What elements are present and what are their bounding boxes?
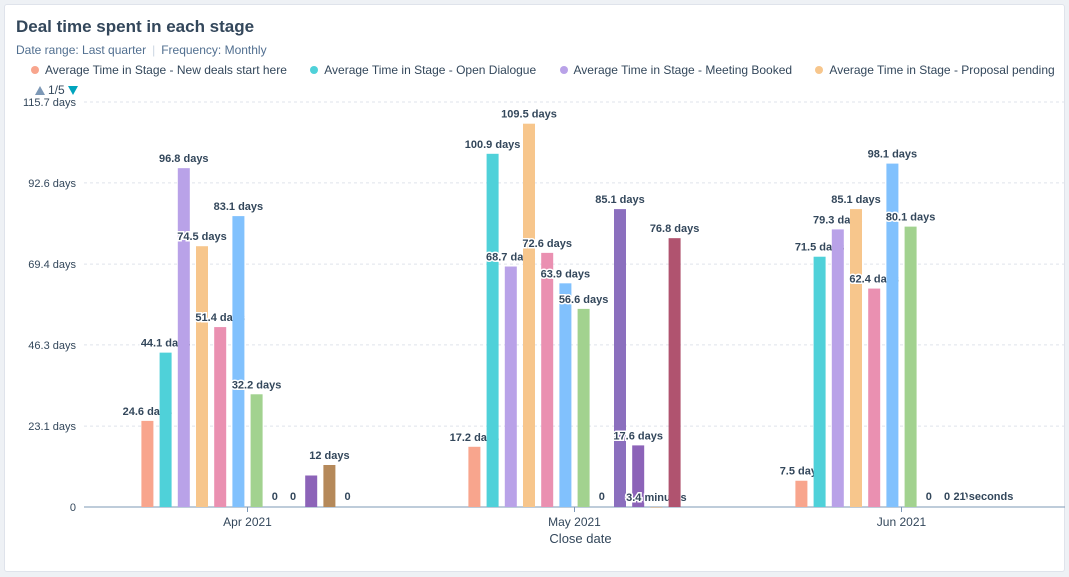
bar [159,352,172,507]
legend-swatch [310,66,319,74]
bar [177,168,190,507]
bar [577,308,590,507]
data-label: 7.5 days [780,466,823,478]
triangle-down-icon[interactable] [67,86,78,95]
bar [850,209,862,507]
legend-page-indicator: 1/5 [48,83,65,97]
bar [468,446,481,507]
bar [904,226,917,507]
bar [523,123,535,507]
data-label: 74.5 days [177,231,227,243]
bar [650,506,663,508]
y-tick-label: 23.1 days [28,421,76,433]
data-label: 17.6 days [613,430,663,442]
legend-swatch [815,66,824,74]
legend-pager: 1/5 [35,83,78,97]
bar [831,229,844,508]
data-label: 21 seconds [953,491,1013,503]
y-tick-label: 46.3 days [28,340,76,352]
data-label: 100.9 days [465,139,521,151]
bar [813,256,826,507]
triangle-up-icon[interactable] [35,86,45,95]
data-label: 0 [599,491,605,503]
legend-label: Average Time in Stage - Meeting Booked [573,63,793,77]
legend-label: Average Time in Stage - New deals start … [45,63,287,77]
x-tick-label: May 2021 [548,515,601,529]
legend-label: Average Time in Stage - Open Dialogue [324,63,537,77]
chart-legend: Average Time in Stage - New deals start … [31,63,1069,77]
data-label: 72.6 days [522,238,572,250]
legend-swatch [31,66,39,74]
bar [614,209,626,507]
report-meta: Date range: Last quarter | Frequency: Mont… [16,43,267,57]
data-label: 0 [345,491,351,503]
x-axis-title: Close date [549,531,611,546]
chart-title: Deal time spent in each stage [16,17,255,36]
bar [323,464,336,507]
y-tick-label: 115.7 days [23,97,77,109]
y-tick-label: 0 [70,502,76,514]
bar [486,153,499,507]
y-tick-label: 92.6 days [28,178,76,190]
data-label: 85.1 days [595,194,645,206]
data-label: 0 [944,491,950,503]
data-label: 0 [290,491,296,503]
bar [196,246,208,507]
bar [632,445,645,507]
data-label: 98.1 days [868,149,918,161]
legend-label: Average Time in Stage - Proposal pending [829,63,1055,77]
bar [886,163,899,507]
bar [141,420,154,507]
data-label: 0 [272,491,278,503]
bar [250,394,263,507]
legend-item-proposal-pending[interactable]: Average Time in Stage - Proposal pending [815,63,1055,77]
data-label: 96.8 days [159,153,209,165]
frequency-label: Frequency: Monthly [161,43,267,57]
bar [868,288,881,507]
bar [504,266,517,507]
data-label: 0 [926,491,932,503]
data-label: 12 days [309,450,349,462]
bar [559,283,572,507]
bar [668,238,681,507]
bar [214,327,227,507]
bar [232,216,245,508]
bar [541,252,554,507]
legend-item-new-deals[interactable]: Average Time in Stage - New deals start … [31,63,287,77]
date-range-label: Date range: Last quarter [16,43,147,57]
data-label: 76.8 days [650,223,700,235]
legend-item-open-dialogue[interactable]: Average Time in Stage - Open Dialogue [310,63,536,77]
x-tick-label: Apr 2021 [223,515,272,529]
legend-item-meeting-booked[interactable]: Average Time in Stage - Meeting Booked [559,63,793,77]
data-label: 85.1 days [831,194,881,206]
y-tick-label: 69.4 days [28,259,76,271]
data-label: 0 [962,491,968,503]
data-label: 63.9 days [541,268,591,280]
legend-swatch [559,66,568,74]
bar [795,480,808,507]
data-label: 32.2 days [232,379,282,391]
meta-divider: | [152,43,156,57]
data-label: 83.1 days [214,201,264,213]
data-label: 80.1 days [886,212,936,224]
bar [305,475,318,507]
data-label: 56.6 days [559,294,609,306]
data-label: 109.5 days [501,109,557,121]
x-tick-label: Jun 2021 [877,515,927,529]
